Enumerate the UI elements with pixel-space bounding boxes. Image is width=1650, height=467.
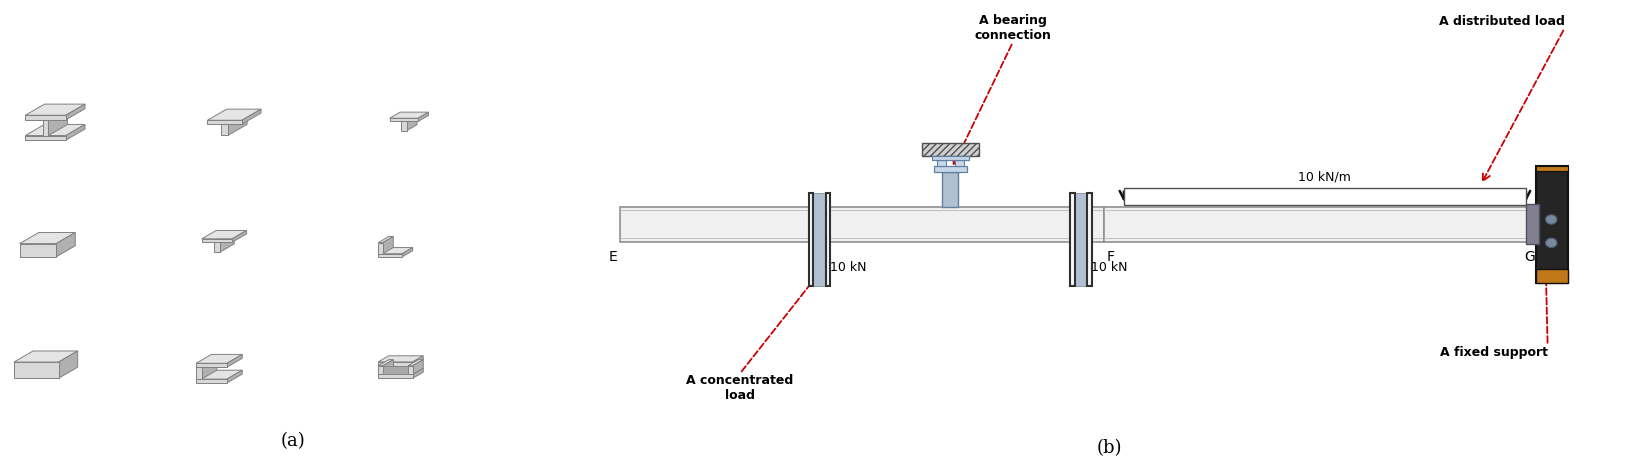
Polygon shape [228, 113, 248, 135]
Polygon shape [208, 109, 261, 120]
Circle shape [1546, 215, 1558, 224]
Bar [1536, 166, 1568, 283]
Polygon shape [25, 115, 66, 120]
Polygon shape [196, 354, 243, 363]
Text: 10 kN: 10 kN [830, 261, 866, 274]
Bar [922, 142, 978, 156]
Bar [955, 160, 964, 166]
Polygon shape [401, 115, 417, 121]
Polygon shape [196, 379, 228, 383]
Polygon shape [383, 236, 393, 254]
Polygon shape [20, 233, 76, 244]
Polygon shape [58, 351, 78, 378]
Polygon shape [20, 244, 56, 257]
Bar [1526, 205, 1538, 244]
Polygon shape [233, 230, 246, 242]
Bar [1087, 192, 1092, 286]
Bar [808, 192, 813, 286]
Polygon shape [378, 360, 393, 366]
Polygon shape [378, 248, 412, 254]
Polygon shape [25, 135, 66, 140]
Polygon shape [403, 248, 412, 257]
Polygon shape [378, 236, 393, 243]
Text: A concentrated
load: A concentrated load [686, 374, 794, 402]
Text: F: F [1107, 250, 1115, 264]
Bar [1074, 192, 1087, 286]
Polygon shape [25, 104, 86, 115]
Polygon shape [48, 109, 68, 135]
Polygon shape [383, 360, 393, 375]
Polygon shape [66, 104, 86, 120]
Polygon shape [214, 234, 234, 242]
Polygon shape [221, 113, 248, 124]
Polygon shape [378, 368, 424, 375]
Bar [934, 166, 967, 171]
Text: E: E [609, 250, 617, 264]
Text: (b): (b) [1097, 439, 1122, 457]
Polygon shape [243, 109, 261, 124]
Bar [825, 192, 830, 286]
Polygon shape [196, 358, 216, 367]
Polygon shape [196, 367, 201, 379]
Polygon shape [201, 230, 246, 239]
Text: G: G [1525, 250, 1535, 264]
Polygon shape [378, 356, 424, 362]
Bar [620, 206, 1104, 242]
Bar [1071, 192, 1074, 286]
Polygon shape [401, 121, 406, 131]
Polygon shape [383, 366, 408, 375]
Circle shape [1546, 238, 1558, 248]
Polygon shape [201, 358, 216, 379]
Bar [1124, 187, 1526, 205]
Bar [942, 171, 959, 206]
Text: A bearing
connection: A bearing connection [975, 14, 1051, 42]
Polygon shape [228, 354, 243, 367]
Polygon shape [219, 234, 234, 252]
Polygon shape [201, 239, 233, 242]
Polygon shape [412, 356, 424, 366]
Polygon shape [412, 368, 424, 378]
Bar [1536, 166, 1568, 171]
Polygon shape [208, 120, 243, 124]
Polygon shape [43, 109, 68, 120]
Bar [1536, 269, 1568, 283]
Text: 10 kN/m: 10 kN/m [1299, 171, 1351, 184]
Polygon shape [389, 118, 417, 121]
Polygon shape [214, 242, 219, 252]
Bar [937, 160, 945, 166]
Polygon shape [378, 254, 403, 257]
Polygon shape [417, 112, 429, 121]
Text: A fixed support: A fixed support [1439, 346, 1548, 359]
Polygon shape [196, 363, 228, 367]
Polygon shape [13, 362, 58, 378]
Text: 10 kN: 10 kN [1091, 261, 1129, 274]
Polygon shape [221, 124, 228, 135]
Polygon shape [196, 370, 243, 379]
Text: (a): (a) [280, 432, 305, 450]
Polygon shape [378, 362, 412, 366]
Text: A distributed load: A distributed load [1439, 15, 1564, 28]
Polygon shape [378, 375, 412, 378]
Bar [932, 156, 969, 160]
Polygon shape [13, 351, 78, 362]
Polygon shape [406, 115, 417, 131]
Polygon shape [25, 124, 86, 135]
Polygon shape [378, 243, 383, 254]
Polygon shape [408, 366, 412, 375]
Polygon shape [389, 112, 429, 118]
Polygon shape [378, 366, 383, 375]
Bar [813, 192, 825, 286]
Bar [1104, 206, 1536, 242]
Polygon shape [412, 360, 424, 375]
Polygon shape [408, 360, 424, 366]
Polygon shape [228, 370, 243, 383]
Polygon shape [56, 233, 76, 257]
Polygon shape [43, 120, 48, 135]
Polygon shape [66, 124, 86, 140]
